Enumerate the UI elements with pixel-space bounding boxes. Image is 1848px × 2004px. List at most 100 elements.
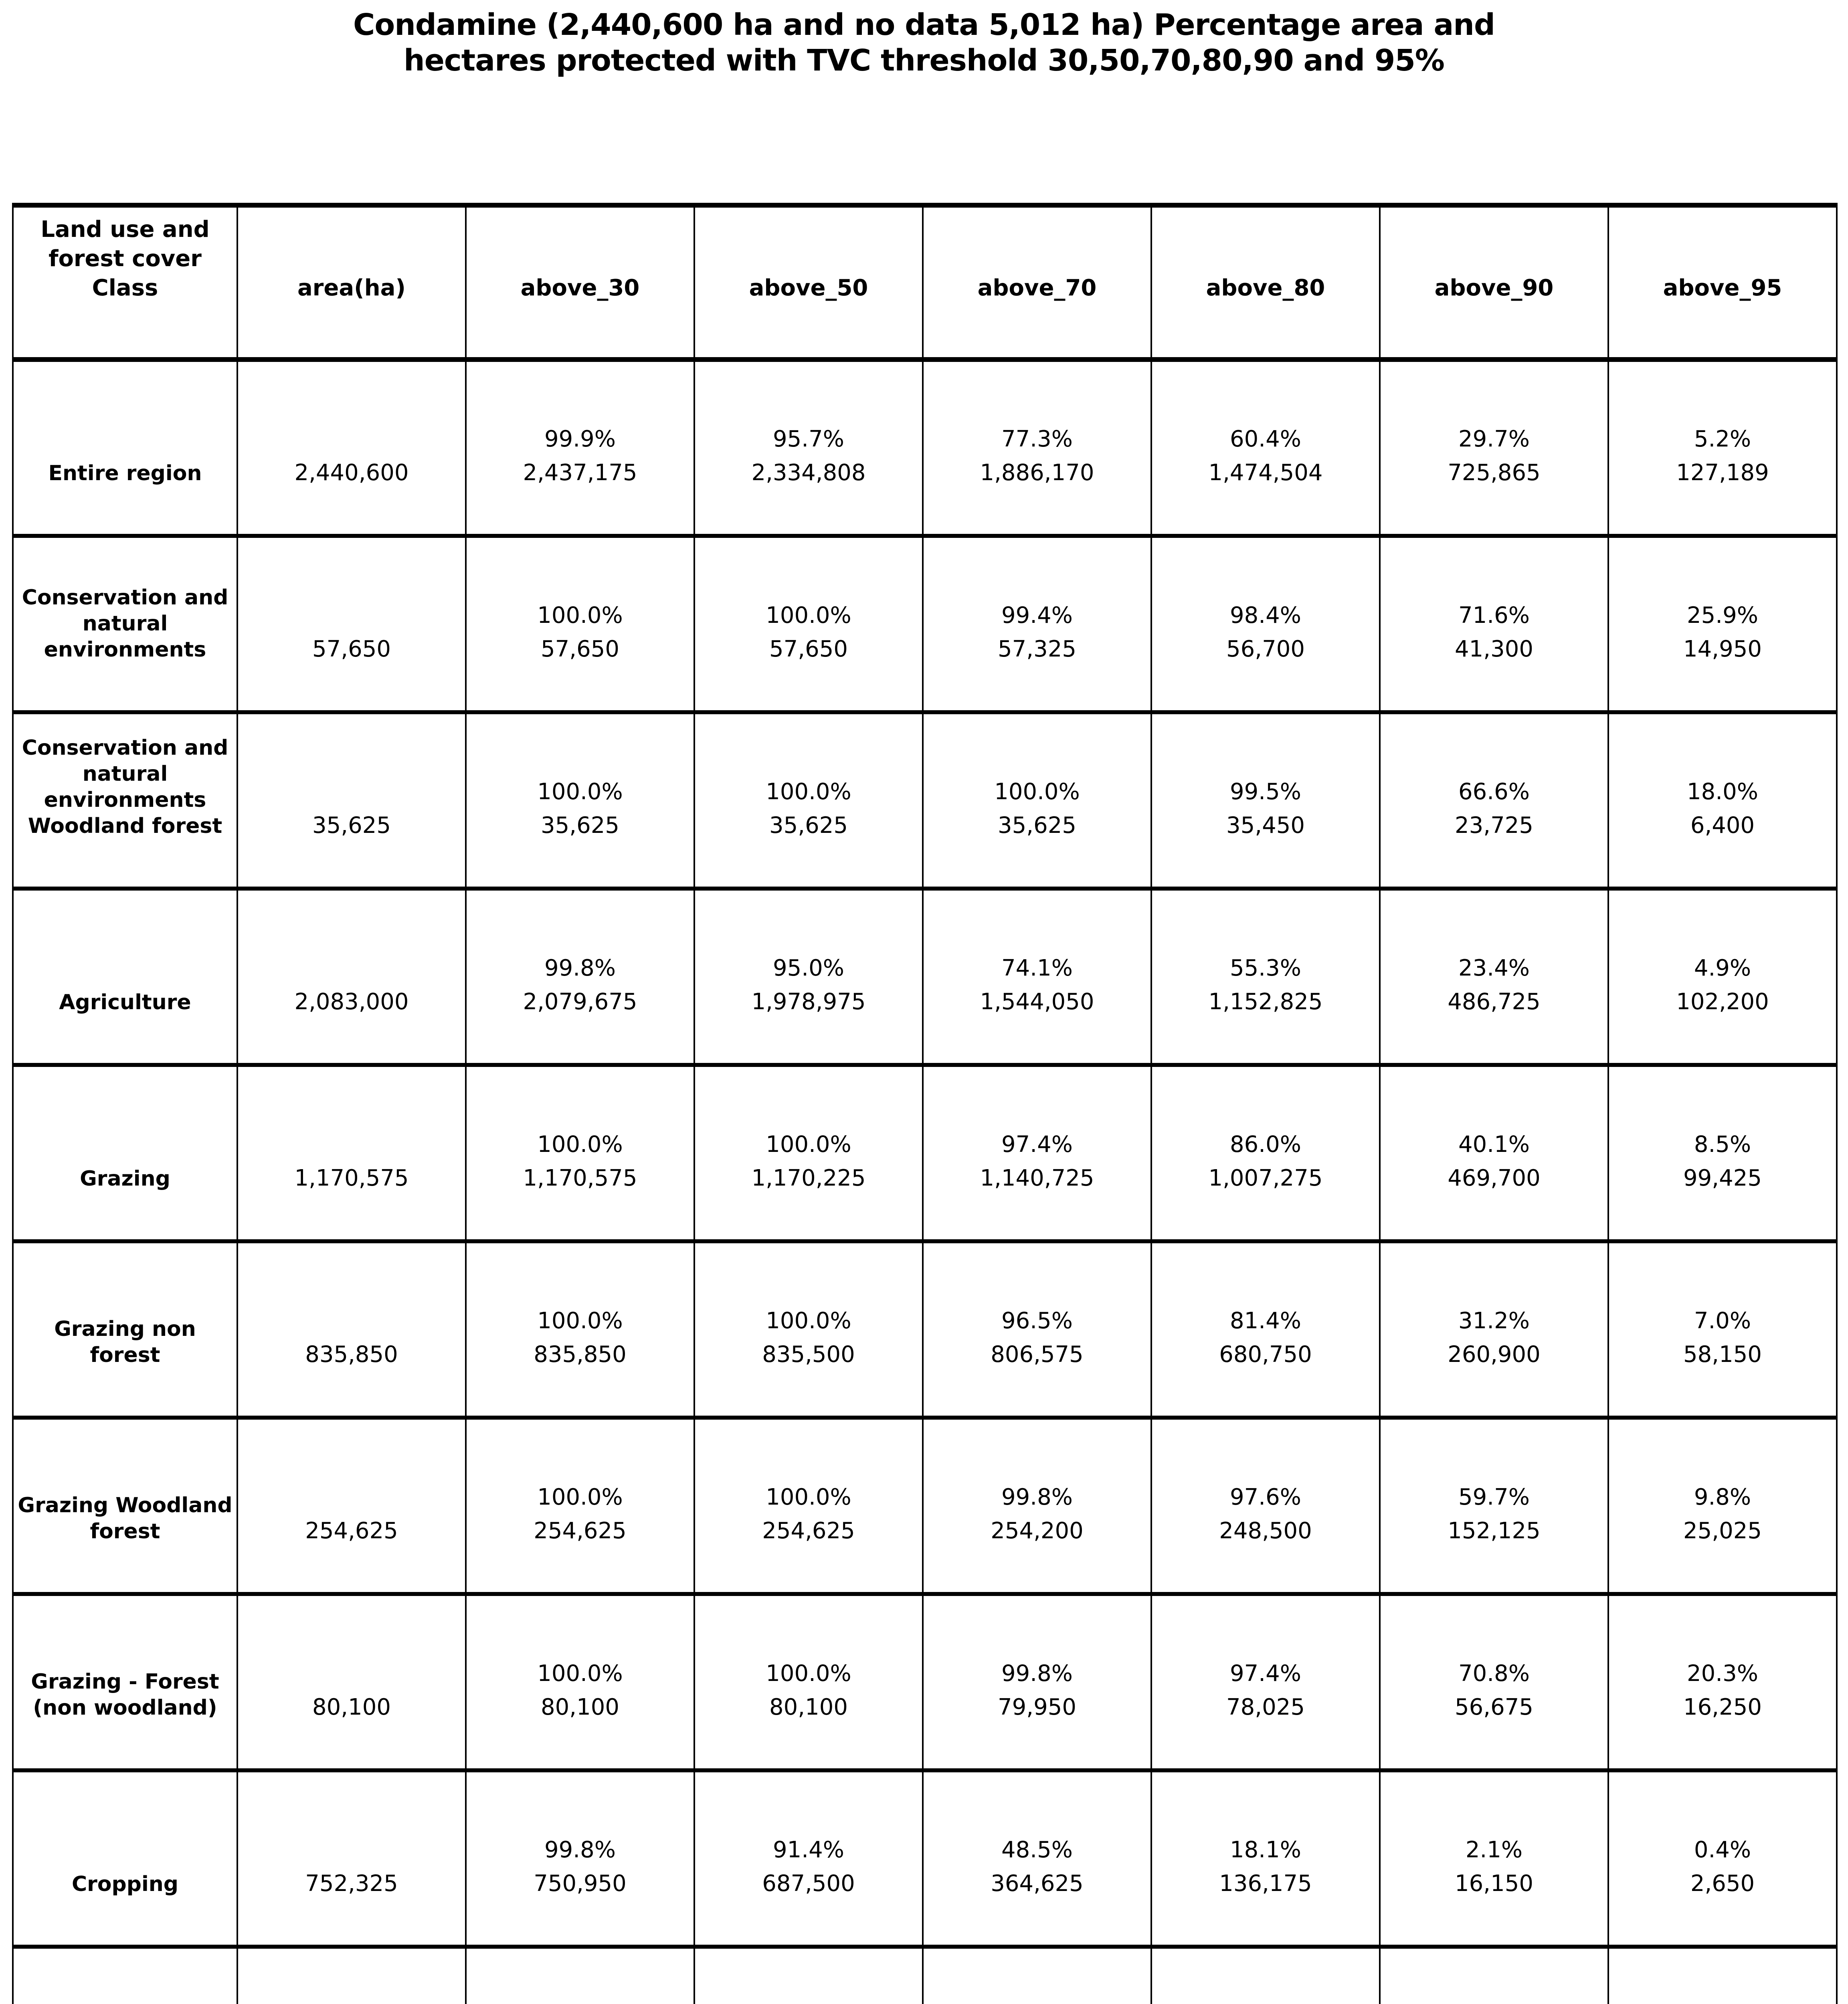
percent-value: 99.8% bbox=[1001, 1660, 1073, 1687]
row-label: Entire region bbox=[12, 359, 238, 538]
threshold-cell: 18.1% 136,175 bbox=[1150, 1770, 1381, 1949]
percent-value: 25.9% bbox=[1687, 602, 1758, 628]
hectares-value: 6,400 bbox=[1690, 812, 1755, 838]
percent-value: 100.0% bbox=[537, 1660, 623, 1687]
threshold-cell: 60.4% 1,474,504 bbox=[1150, 359, 1381, 538]
threshold-cell: 23.4% 486,725 bbox=[1379, 888, 1609, 1067]
threshold-cell: 95.0% 1,978,975 bbox=[694, 888, 924, 1067]
percent-value: 91.4% bbox=[773, 1836, 844, 1863]
row-label: Conservation and natural environments Wo… bbox=[12, 712, 238, 891]
percent-value: 4.9% bbox=[1694, 955, 1751, 981]
threshold-cell: 5.8%9,200 bbox=[1150, 1946, 1381, 2004]
hectares-value: 2,650 bbox=[1690, 1870, 1755, 1897]
hectares-value: 254,200 bbox=[991, 1517, 1084, 1544]
percent-value: 23.4% bbox=[1458, 955, 1530, 981]
percent-value: 20.3% bbox=[1687, 1660, 1758, 1687]
threshold-cell: 74.1% 1,544,050 bbox=[922, 888, 1152, 1067]
percent-value: 9.8% bbox=[1694, 1484, 1751, 1510]
threshold-cell: 29.7% 725,865 bbox=[1379, 359, 1609, 538]
percent-value: 100.0% bbox=[766, 1484, 851, 1510]
threshold-cell: 96.5% 806,575 bbox=[922, 1241, 1152, 1420]
percent-value: 99.4% bbox=[1001, 602, 1073, 628]
percent-value: 8.5% bbox=[1694, 1131, 1751, 1158]
percent-value: 96.5% bbox=[1001, 1307, 1073, 1334]
hectares-value: 1,544,050 bbox=[980, 988, 1094, 1015]
threshold-cell: 20.3% 16,250 bbox=[1607, 1594, 1838, 1772]
table-row: Entire region 2,440,600 99.9% 2,437,175 95.… bbox=[12, 359, 1838, 538]
threshold-cell: 77.3% 1,886,170 bbox=[922, 359, 1152, 538]
threshold-cell: 40.1% 469,700 bbox=[1379, 1065, 1609, 1243]
hectares-value: 56,700 bbox=[1226, 636, 1305, 662]
percent-value: 99.8% bbox=[544, 1836, 616, 1863]
percent-value: 31.2% bbox=[1458, 1307, 1530, 1334]
hectares-value: 364,625 bbox=[991, 1870, 1084, 1897]
hectares-value: 1,170,575 bbox=[523, 1165, 637, 1191]
percent-value: 0.4% bbox=[1694, 1836, 1751, 1863]
row-area-value: 254,625 bbox=[237, 1417, 467, 1596]
threshold-cell: 24.1%38,450 bbox=[922, 1946, 1152, 2004]
percent-value: 99.8% bbox=[544, 955, 616, 981]
percent-value: 100.0% bbox=[994, 778, 1080, 805]
hectares-value: 1,886,170 bbox=[980, 459, 1094, 486]
percent-value: 100.0% bbox=[766, 602, 851, 628]
threshold-cell: 97.4% 1,140,725 bbox=[922, 1065, 1152, 1243]
hectares-value: 41,300 bbox=[1455, 636, 1533, 662]
threshold-cell: 25.9% 14,950 bbox=[1607, 535, 1838, 714]
percent-value: 18.0% bbox=[1687, 778, 1758, 805]
table-row: Grazing 1,170,575 100.0% 1,170,575 100.0% 1,… bbox=[12, 1065, 1838, 1243]
percent-value: 60.4% bbox=[1230, 426, 1301, 452]
area-ha-value: 2,083,000 bbox=[294, 988, 409, 1015]
hectares-value: 254,625 bbox=[762, 1517, 855, 1544]
threshold-cell: 70.8% 56,675 bbox=[1379, 1594, 1609, 1772]
hectares-value: 1,978,975 bbox=[751, 988, 866, 1015]
threshold-cell: 5.2% 127,189 bbox=[1607, 359, 1838, 538]
row-label: Grazing Woodland forest bbox=[12, 1417, 238, 1596]
hectares-value: 725,865 bbox=[1448, 459, 1541, 486]
hectares-value: 25,025 bbox=[1683, 1517, 1762, 1544]
threshold-cell: 100.0% 1,170,225 bbox=[694, 1065, 924, 1243]
hectares-value: 57,650 bbox=[541, 636, 619, 662]
area-ha-value: 835,850 bbox=[305, 1341, 398, 1368]
threshold-cell: 100.0% 835,500 bbox=[694, 1241, 924, 1420]
percent-value: 99.8% bbox=[1001, 1484, 1073, 1510]
threshold-cell: 75.7%120,975 bbox=[694, 1946, 924, 2004]
percent-value: 99.5% bbox=[1230, 778, 1301, 805]
percent-value: 55.3% bbox=[1230, 955, 1301, 981]
area-ha-value: 752,325 bbox=[305, 1870, 398, 1897]
row-area-value: 57,650 bbox=[237, 535, 467, 714]
row-area-value: 752,325 bbox=[237, 1770, 467, 1949]
row-label: Cropping bbox=[12, 1770, 238, 1949]
table-container: Land use and forest cover Class area(ha)… bbox=[12, 202, 1838, 2004]
area-ha-value: 2,440,600 bbox=[294, 459, 409, 486]
hectares-value: 835,500 bbox=[762, 1341, 855, 1368]
area-ha-value: 1,170,575 bbox=[294, 1165, 409, 1191]
row-area-value: 35,625 bbox=[237, 712, 467, 891]
hectares-value: 806,575 bbox=[991, 1341, 1084, 1368]
hectares-value: 35,625 bbox=[541, 812, 619, 838]
percent-value: 100.0% bbox=[766, 778, 851, 805]
threshold-cell: 100.0% 35,625 bbox=[922, 712, 1152, 891]
col-header-above-80: above_80 bbox=[1150, 202, 1381, 362]
percent-value: 97.4% bbox=[1001, 1131, 1073, 1158]
area-ha-value: 35,625 bbox=[312, 812, 391, 838]
percent-value: 100.0% bbox=[537, 1307, 623, 1334]
row-label: Grazing - Forest (non woodland) bbox=[12, 1594, 238, 1772]
threshold-cell: 100.0% 254,625 bbox=[465, 1417, 695, 1596]
table-row: Conservation and natural environments 57… bbox=[12, 535, 1838, 714]
percent-value: 100.0% bbox=[537, 778, 623, 805]
threshold-cell: 81.4% 680,750 bbox=[1150, 1241, 1381, 1420]
threshold-cell: 55.3% 1,152,825 bbox=[1150, 888, 1381, 1067]
hectares-value: 486,725 bbox=[1448, 988, 1541, 1015]
table-row: Grazing - Forest (non woodland) 80,100 10… bbox=[12, 1594, 1838, 1772]
threshold-cell: 18.0% 6,400 bbox=[1607, 712, 1838, 891]
threshold-cell: 0.1%125 bbox=[1607, 1946, 1838, 2004]
threshold-cell: 66.6% 23,725 bbox=[1379, 712, 1609, 891]
hectares-value: 2,079,675 bbox=[523, 988, 637, 1015]
hectares-value: 1,140,725 bbox=[980, 1165, 1094, 1191]
threshold-cell: 99.8% 254,200 bbox=[922, 1417, 1152, 1596]
threshold-cell: 8.5% 99,425 bbox=[1607, 1065, 1838, 1243]
table-body: Entire region 2,440,600 99.9% 2,437,175 95.… bbox=[12, 359, 1838, 2004]
row-area-value: 159,825 bbox=[237, 1946, 467, 2004]
hectares-value: 1,474,504 bbox=[1208, 459, 1323, 486]
percent-value: 100.0% bbox=[766, 1660, 851, 1687]
